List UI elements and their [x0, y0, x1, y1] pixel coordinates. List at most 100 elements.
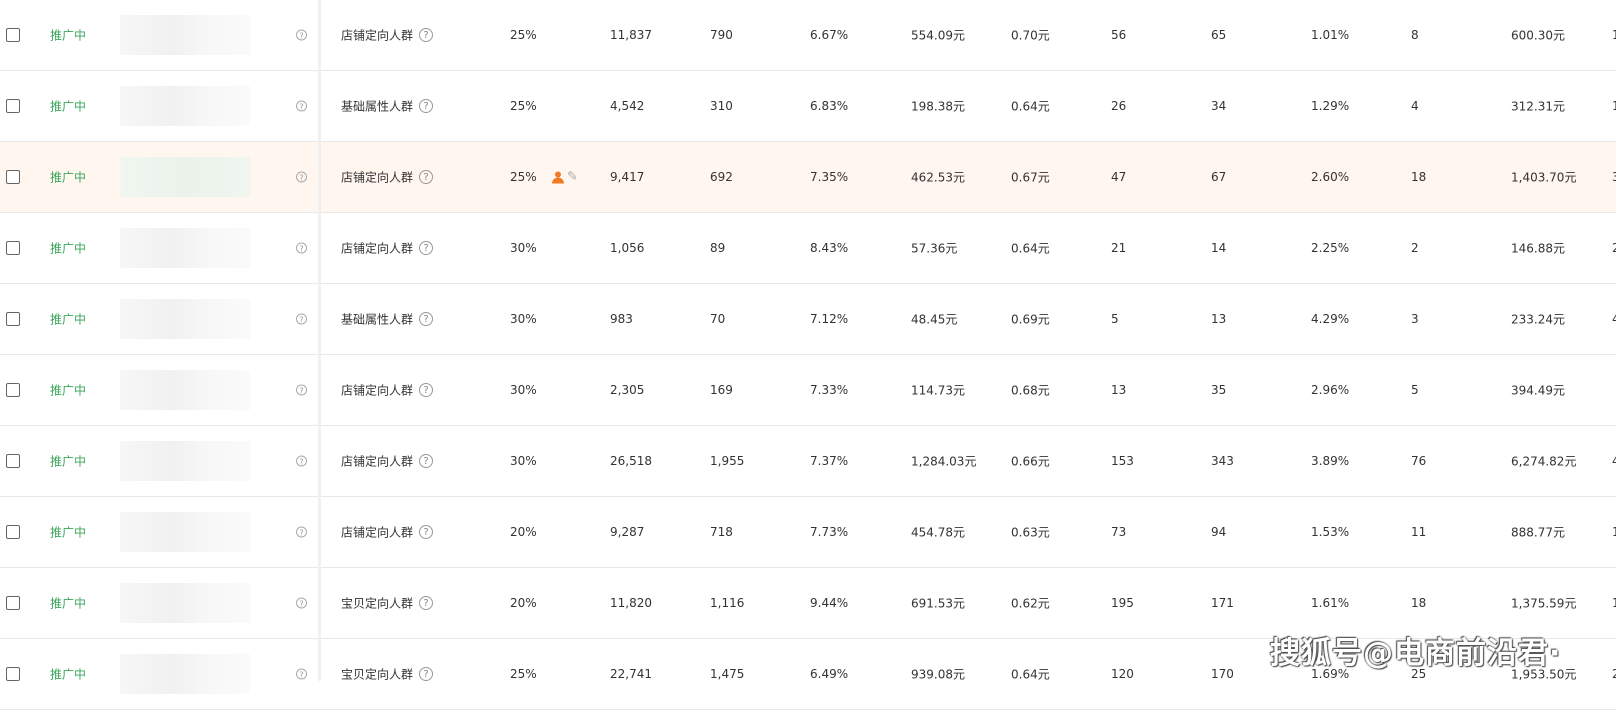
- question-circle-icon[interactable]: ?: [296, 242, 307, 254]
- crowd-type: 店铺定向人群: [341, 28, 414, 43]
- question-circle-icon[interactable]: ?: [296, 171, 307, 183]
- cpc-cell: 0.64元: [1011, 667, 1050, 682]
- conversion-rate-cell: 4.29%: [1311, 312, 1350, 326]
- watermark: 搜狐号@电商前沿君·: [1270, 636, 1562, 671]
- orders-cell: 3: [1411, 312, 1419, 326]
- revenue-cell: 1,403.70元: [1511, 170, 1577, 185]
- clicks-cell: 790: [710, 28, 733, 42]
- cart-cell: 14: [1211, 241, 1227, 255]
- table-row: 推广中? 店铺定向人群? 25% ✎ 9,417 692 7.35% 462.53元 0.67元…: [0, 142, 1616, 213]
- crowd-type: 店铺定向人群: [341, 170, 414, 185]
- question-circle-icon[interactable]: ?: [296, 313, 307, 325]
- row-checkbox[interactable]: [6, 667, 20, 681]
- revenue-cell: 600.30元: [1511, 28, 1565, 43]
- cost-cell: 57.36元: [911, 241, 958, 256]
- cost-cell: 691.53元: [911, 596, 965, 611]
- cpc-cell: 0.62元: [1011, 596, 1050, 611]
- impressions-cell: 22,741: [610, 667, 652, 681]
- row-checkbox[interactable]: [6, 596, 20, 610]
- status-label: 推广中: [50, 241, 87, 256]
- premium-ratio: 30%: [510, 454, 537, 468]
- question-circle-icon[interactable]: ?: [419, 99, 433, 113]
- ctr-cell: 7.37%: [810, 454, 849, 468]
- premium-ratio: 30%: [510, 241, 537, 255]
- premium-ratio: 30%: [510, 312, 537, 326]
- question-circle-icon[interactable]: ?: [419, 312, 433, 326]
- premium-ratio: 20%: [510, 596, 537, 610]
- revenue-cell: 1,375.59元: [1511, 596, 1577, 611]
- row-checkbox[interactable]: [6, 454, 20, 468]
- question-circle-icon[interactable]: ?: [296, 384, 307, 396]
- clicks-cell: 1,955: [710, 454, 745, 468]
- question-circle-icon[interactable]: ?: [296, 597, 307, 609]
- clicks-cell: 89: [710, 241, 726, 255]
- next-column-cell: 4: [1612, 312, 1616, 326]
- favorites-cell: 120: [1111, 667, 1134, 681]
- crowd-name-redacted: [120, 441, 250, 481]
- next-column-cell: 2: [1612, 667, 1616, 681]
- cart-cell: 67: [1211, 170, 1227, 184]
- cost-cell: 454.78元: [911, 525, 965, 540]
- question-circle-icon[interactable]: ?: [296, 100, 307, 112]
- crowd-name-redacted: [120, 157, 250, 197]
- ctr-cell: 7.73%: [810, 525, 849, 539]
- row-checkbox[interactable]: [6, 170, 20, 184]
- question-circle-icon[interactable]: ?: [296, 526, 307, 538]
- orders-cell: 76: [1411, 454, 1427, 468]
- conversion-rate-cell: 2.96%: [1311, 383, 1350, 397]
- row-checkbox[interactable]: [6, 525, 20, 539]
- question-circle-icon[interactable]: ?: [419, 28, 433, 42]
- question-circle-icon[interactable]: ?: [419, 667, 433, 681]
- row-checkbox[interactable]: [6, 99, 20, 113]
- impressions-cell: 26,518: [610, 454, 652, 468]
- question-circle-icon[interactable]: ?: [419, 170, 433, 184]
- conversion-rate-cell: 2.25%: [1311, 241, 1350, 255]
- revenue-cell: 394.49元: [1511, 383, 1565, 398]
- orders-cell: 5: [1411, 383, 1419, 397]
- person-icon[interactable]: [552, 171, 564, 183]
- row-checkbox[interactable]: [6, 28, 20, 42]
- clicks-cell: 310: [710, 99, 733, 113]
- question-circle-icon[interactable]: ?: [419, 525, 433, 539]
- cart-cell: 35: [1211, 383, 1227, 397]
- crowd-name-redacted: [120, 15, 250, 55]
- cpc-cell: 0.68元: [1011, 383, 1050, 398]
- favorites-cell: 56: [1111, 28, 1127, 42]
- status-label: 推广中: [50, 383, 87, 398]
- orders-cell: 8: [1411, 28, 1419, 42]
- cart-cell: 65: [1211, 28, 1227, 42]
- question-circle-icon[interactable]: ?: [296, 29, 307, 41]
- ctr-cell: 6.83%: [810, 99, 849, 113]
- favorites-cell: 13: [1111, 383, 1127, 397]
- cost-cell: 1,284.03元: [911, 454, 977, 469]
- orders-cell: 18: [1411, 596, 1427, 610]
- next-column-cell: 1: [1612, 28, 1616, 42]
- cart-cell: 343: [1211, 454, 1234, 468]
- edit-actions: ✎: [552, 170, 578, 185]
- favorites-cell: 73: [1111, 525, 1127, 539]
- next-column-cell: 1: [1612, 99, 1616, 113]
- cpc-cell: 0.66元: [1011, 454, 1050, 469]
- pencil-icon[interactable]: ✎: [567, 169, 578, 185]
- favorites-cell: 5: [1111, 312, 1119, 326]
- question-circle-icon[interactable]: ?: [296, 668, 307, 680]
- question-circle-icon[interactable]: ?: [419, 454, 433, 468]
- question-circle-icon[interactable]: ?: [296, 455, 307, 467]
- column-divider: [318, 0, 321, 681]
- clicks-cell: 1,116: [710, 596, 745, 610]
- cost-cell: 114.73元: [911, 383, 965, 398]
- crowd-name-redacted: [120, 583, 250, 623]
- question-circle-icon[interactable]: ?: [419, 241, 433, 255]
- question-circle-icon[interactable]: ?: [419, 383, 433, 397]
- table-row: 推广中? 店铺定向人群? 20% 9,287 718 7.73% 454.78元 0.63元 7…: [0, 497, 1616, 568]
- question-circle-icon[interactable]: ?: [419, 596, 433, 610]
- crowd-name-redacted: [120, 512, 250, 552]
- row-checkbox[interactable]: [6, 383, 20, 397]
- row-checkbox[interactable]: [6, 241, 20, 255]
- impressions-cell: 1,056: [610, 241, 645, 255]
- cart-cell: 13: [1211, 312, 1227, 326]
- impressions-cell: 2,305: [610, 383, 645, 397]
- row-checkbox[interactable]: [6, 312, 20, 326]
- next-column-cell: 1: [1612, 596, 1616, 610]
